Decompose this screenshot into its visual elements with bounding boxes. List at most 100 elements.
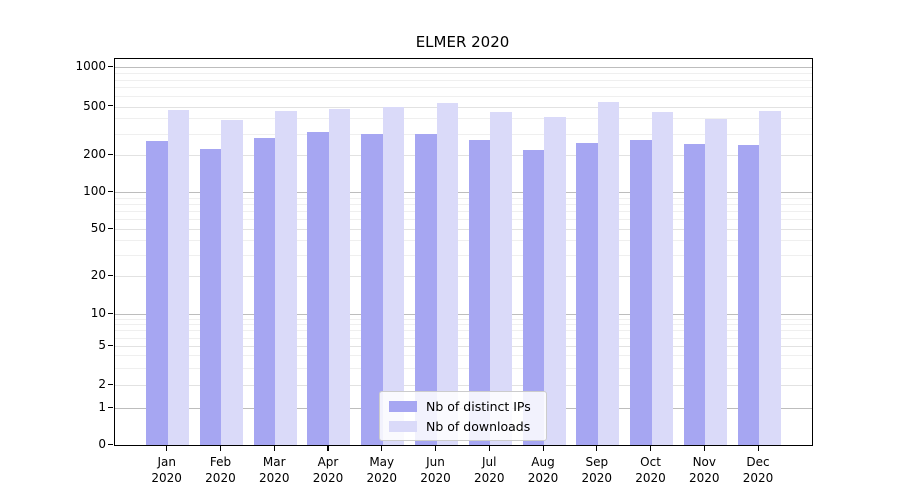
chart-title: ELMER 2020 bbox=[415, 33, 510, 51]
bar-sep-downloads bbox=[597, 101, 620, 445]
bar-may-distinct-ips bbox=[361, 133, 383, 445]
gridline-major bbox=[115, 192, 812, 193]
y-tick-label: 1000 bbox=[75, 59, 106, 73]
gridline-minor bbox=[115, 79, 812, 81]
bar-dec-downloads bbox=[759, 111, 781, 445]
x-tick-label: Apr 2020 bbox=[298, 454, 358, 486]
y-tick-mark bbox=[108, 190, 113, 192]
gridline-minor bbox=[115, 87, 812, 89]
x-tick-month: Apr bbox=[317, 455, 339, 469]
gridline-minor bbox=[115, 211, 812, 213]
y-tick-label: 500 bbox=[83, 98, 106, 113]
x-tick-month: Mar bbox=[262, 455, 286, 469]
gridline-minor bbox=[115, 118, 812, 120]
x-tick-mark bbox=[542, 446, 544, 451]
x-tick-month: May bbox=[369, 455, 395, 469]
x-tick-month: Jul bbox=[482, 455, 497, 469]
legend-swatch-distinct-ips bbox=[389, 400, 417, 412]
x-tick-year: 2020 bbox=[742, 471, 774, 485]
bar-aug-downloads bbox=[544, 117, 566, 445]
bar-jul-downloads bbox=[490, 112, 512, 445]
y-tick-mark bbox=[108, 227, 113, 229]
x-tick-label: Jun 2020 bbox=[406, 454, 466, 486]
bar-jun-downloads bbox=[436, 102, 458, 445]
x-tick-label: Mar 2020 bbox=[244, 454, 304, 486]
gridline-minor bbox=[115, 255, 812, 257]
bar-nov-distinct-ips bbox=[683, 144, 706, 445]
x-tick-label: Sep 2020 bbox=[567, 454, 627, 486]
x-tick-year: 2020 bbox=[366, 471, 397, 485]
gridline-minor bbox=[115, 197, 812, 199]
legend-label-distinct-ips: Nb of distinct IPs bbox=[426, 398, 531, 414]
y-tick-mark bbox=[108, 312, 113, 314]
gridline-minor bbox=[115, 96, 812, 98]
x-tick-year: 2020 bbox=[581, 471, 613, 485]
bar-sep-distinct-ips bbox=[576, 143, 598, 445]
bar-jul-distinct-ips bbox=[468, 139, 491, 445]
bar-aug-distinct-ips bbox=[522, 150, 545, 445]
x-tick-label: Aug 2020 bbox=[513, 454, 573, 486]
gridline-minor bbox=[115, 337, 812, 339]
bar-feb-distinct-ips bbox=[199, 149, 222, 445]
x-tick-mark bbox=[650, 446, 652, 451]
y-tick-label: 200 bbox=[83, 147, 106, 161]
x-tick-label: Feb 2020 bbox=[190, 454, 250, 486]
x-tick-label: Dec 2020 bbox=[728, 454, 788, 486]
x-tick-month: Nov bbox=[692, 455, 716, 469]
plot-area: Nb of distinct IPs Nb of downloads bbox=[114, 58, 813, 446]
gridline bbox=[115, 155, 812, 156]
y-tick-mark bbox=[108, 406, 113, 408]
y-tick-label: 20 bbox=[90, 268, 106, 282]
gridline-minor bbox=[115, 133, 812, 135]
gridline-minor bbox=[115, 219, 812, 221]
y-tick-mark bbox=[108, 383, 113, 385]
x-tick-month: Sep bbox=[585, 455, 609, 469]
y-tick-label: 2 bbox=[98, 377, 106, 391]
y-tick-mark bbox=[108, 344, 113, 346]
legend: Nb of distinct IPs Nb of downloads bbox=[379, 391, 547, 441]
bar-apr-downloads bbox=[328, 108, 351, 445]
gridline-minor bbox=[115, 355, 812, 357]
bar-oct-downloads bbox=[651, 111, 674, 445]
gridline-minor bbox=[115, 330, 812, 332]
x-tick-label: Nov 2020 bbox=[674, 454, 734, 486]
bar-feb-downloads bbox=[221, 120, 243, 445]
bar-oct-distinct-ips bbox=[630, 139, 652, 445]
x-tick-year: 2020 bbox=[473, 471, 505, 485]
y-tick-mark bbox=[108, 153, 113, 155]
gridline bbox=[115, 385, 812, 386]
y-tick-mark bbox=[108, 274, 113, 276]
y-tick-mark bbox=[108, 443, 113, 445]
x-tick-mark bbox=[219, 446, 222, 451]
x-tick-month: Jan bbox=[157, 455, 176, 469]
x-tick-mark bbox=[166, 446, 168, 451]
legend-label-downloads: Nb of downloads bbox=[426, 418, 531, 434]
y-tick-label: 5 bbox=[98, 338, 106, 352]
gridline-major bbox=[115, 67, 812, 68]
legend-item-distinct-ips: Nb of distinct IPs bbox=[380, 398, 546, 414]
legend-item-downloads: Nb of downloads bbox=[380, 418, 546, 434]
gridline bbox=[115, 229, 812, 230]
x-tick-year: 2020 bbox=[689, 471, 720, 485]
bar-mar-downloads bbox=[275, 110, 297, 445]
gridline-minor bbox=[115, 324, 812, 326]
y-tick-label: 100 bbox=[83, 184, 106, 198]
x-tick-year: 2020 bbox=[527, 471, 559, 485]
x-tick-mark bbox=[596, 446, 598, 451]
y-tick-label: 1 bbox=[98, 400, 106, 414]
x-tick-label: Jul 2020 bbox=[459, 454, 519, 486]
x-tick-month: Jun bbox=[426, 455, 445, 469]
x-tick-year: 2020 bbox=[635, 471, 666, 485]
bar-dec-distinct-ips bbox=[737, 145, 760, 445]
x-tick-label: Oct 2020 bbox=[621, 454, 681, 486]
y-tick-label: 10 bbox=[90, 306, 106, 320]
bar-mar-distinct-ips bbox=[253, 138, 276, 445]
x-tick-year: 2020 bbox=[258, 471, 290, 485]
x-tick-label: May 2020 bbox=[352, 454, 412, 486]
x-tick-mark bbox=[757, 446, 759, 451]
bar-jan-downloads bbox=[167, 109, 190, 445]
x-tick-month: Dec bbox=[746, 455, 770, 469]
y-tick-label: 50 bbox=[90, 221, 106, 235]
legend-swatch-downloads bbox=[389, 420, 417, 432]
y-tick-mark bbox=[108, 65, 113, 67]
